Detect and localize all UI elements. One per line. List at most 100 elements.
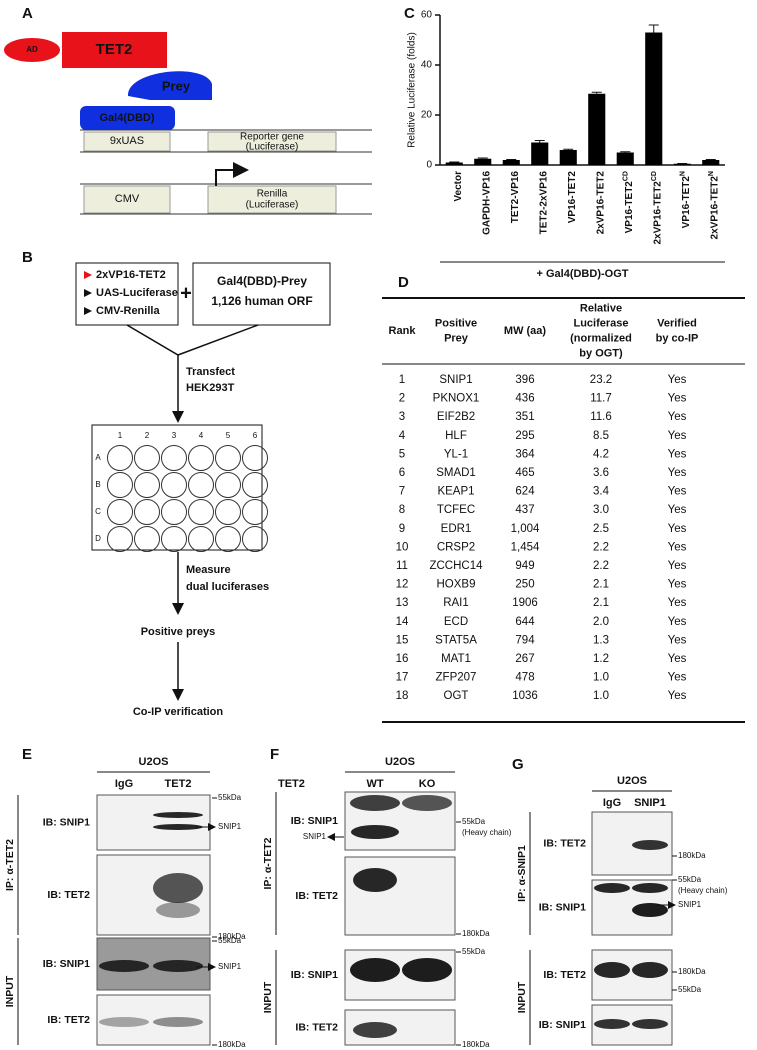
label: Transfect	[186, 366, 235, 378]
label: IgG	[603, 797, 621, 809]
bar	[531, 142, 549, 165]
tet2-box	[62, 32, 167, 68]
band	[632, 962, 668, 978]
superscript: CD	[622, 171, 629, 181]
table-cell: 644	[515, 616, 535, 628]
superscript: CD	[651, 171, 658, 181]
size-marker: SNIP1	[678, 900, 702, 909]
column-header: Luciferase	[573, 317, 628, 329]
group-label: INPUT	[262, 981, 274, 1013]
blot	[96, 994, 211, 1046]
table-cell: 267	[515, 653, 534, 665]
band	[350, 958, 400, 982]
label: 5	[226, 431, 231, 440]
well	[161, 472, 187, 498]
band	[632, 1019, 668, 1029]
bullet	[84, 271, 92, 279]
well	[134, 445, 160, 471]
table-cell: 2.1	[593, 579, 609, 591]
column-header: Positive	[435, 317, 477, 329]
table-cell: 2.2	[593, 560, 609, 572]
renilla-box	[207, 185, 337, 214]
blot	[96, 794, 211, 851]
panel-letter: A	[22, 5, 33, 22]
table-cell: 15	[396, 634, 409, 646]
x-tick-label: TET2-2xVP16	[538, 171, 549, 235]
label: CMV	[115, 193, 140, 205]
gal4-box	[80, 106, 175, 130]
well	[215, 445, 241, 471]
table-cell: Yes	[668, 486, 687, 498]
well	[215, 472, 241, 498]
bar	[588, 93, 606, 165]
label: Prey	[162, 78, 191, 93]
label: (Luciferase)	[246, 142, 299, 153]
table-cell: Yes	[668, 504, 687, 516]
label: (Luciferase)	[246, 200, 299, 211]
table-cell: 9	[399, 523, 405, 535]
well	[188, 526, 214, 552]
table-cell: 2.0	[593, 616, 609, 628]
table-cell: 18	[396, 690, 409, 702]
blot-label: IB: TET2	[47, 1014, 90, 1026]
size-marker: 55kDa	[678, 875, 702, 884]
label: HEK293T	[186, 382, 235, 394]
group-label: IP: α-TET2	[4, 839, 16, 891]
band	[594, 962, 630, 978]
table-cell: Yes	[668, 467, 687, 479]
column-header: (normalized	[570, 332, 632, 344]
size-marker: 55kDa	[218, 936, 242, 945]
bar	[559, 150, 577, 165]
table-cell: Yes	[668, 541, 687, 553]
table-cell: SNIP1	[439, 374, 472, 386]
panel-letter: F	[270, 746, 279, 763]
y-axis-label: Relative Luciferase (folds)	[407, 32, 418, 148]
label: Renilla	[257, 189, 288, 200]
bar	[673, 163, 691, 165]
column-header: MW (aa)	[504, 325, 547, 337]
table-cell: 465	[515, 467, 534, 479]
table-cell: 1,454	[511, 541, 540, 553]
table-cell: PKNOX1	[433, 393, 480, 405]
band	[156, 902, 200, 918]
table-cell: 16	[396, 653, 409, 665]
size-marker: 55kDa	[462, 817, 486, 826]
table-cell: 23.2	[590, 374, 612, 386]
table-cell: Yes	[668, 579, 687, 591]
table-cell: TCFEC	[437, 504, 475, 516]
table-cell: 13	[396, 597, 409, 609]
group-label: IP: α-SNIP1	[516, 845, 528, 902]
blot	[344, 856, 456, 936]
group-label: INPUT	[4, 975, 16, 1007]
label: U2OS	[617, 775, 647, 787]
blot-label: IB: SNIP1	[291, 969, 338, 981]
table-cell: 2.1	[593, 597, 609, 609]
group-label: INPUT	[516, 981, 528, 1013]
reporter-box	[207, 131, 337, 152]
panel-letter: E	[22, 746, 32, 763]
table-cell: Yes	[668, 634, 687, 646]
bullet	[84, 289, 92, 297]
table-cell: ECD	[444, 616, 468, 628]
table-cell: 364	[515, 448, 535, 460]
bar	[502, 160, 520, 165]
table-cell: 250	[515, 579, 534, 591]
table-cell: 8.5	[593, 430, 609, 442]
table-cell: ZFP207	[436, 672, 477, 684]
table-cell: Yes	[668, 374, 687, 386]
promoter-arrow	[215, 162, 249, 186]
cmv-box	[83, 185, 171, 214]
superscript: N	[708, 171, 715, 176]
table-cell: 1.0	[593, 690, 609, 702]
table-cell: 396	[515, 374, 534, 386]
band	[632, 883, 668, 893]
table-cell: 2.2	[593, 541, 609, 553]
label: 1	[118, 431, 123, 440]
table-cell: Yes	[668, 690, 687, 702]
bar	[474, 158, 492, 165]
group-label: IP: α-TET2	[262, 837, 274, 889]
table-cell: 2.5	[593, 523, 609, 535]
well	[161, 445, 187, 471]
panel-letter: D	[398, 274, 409, 291]
